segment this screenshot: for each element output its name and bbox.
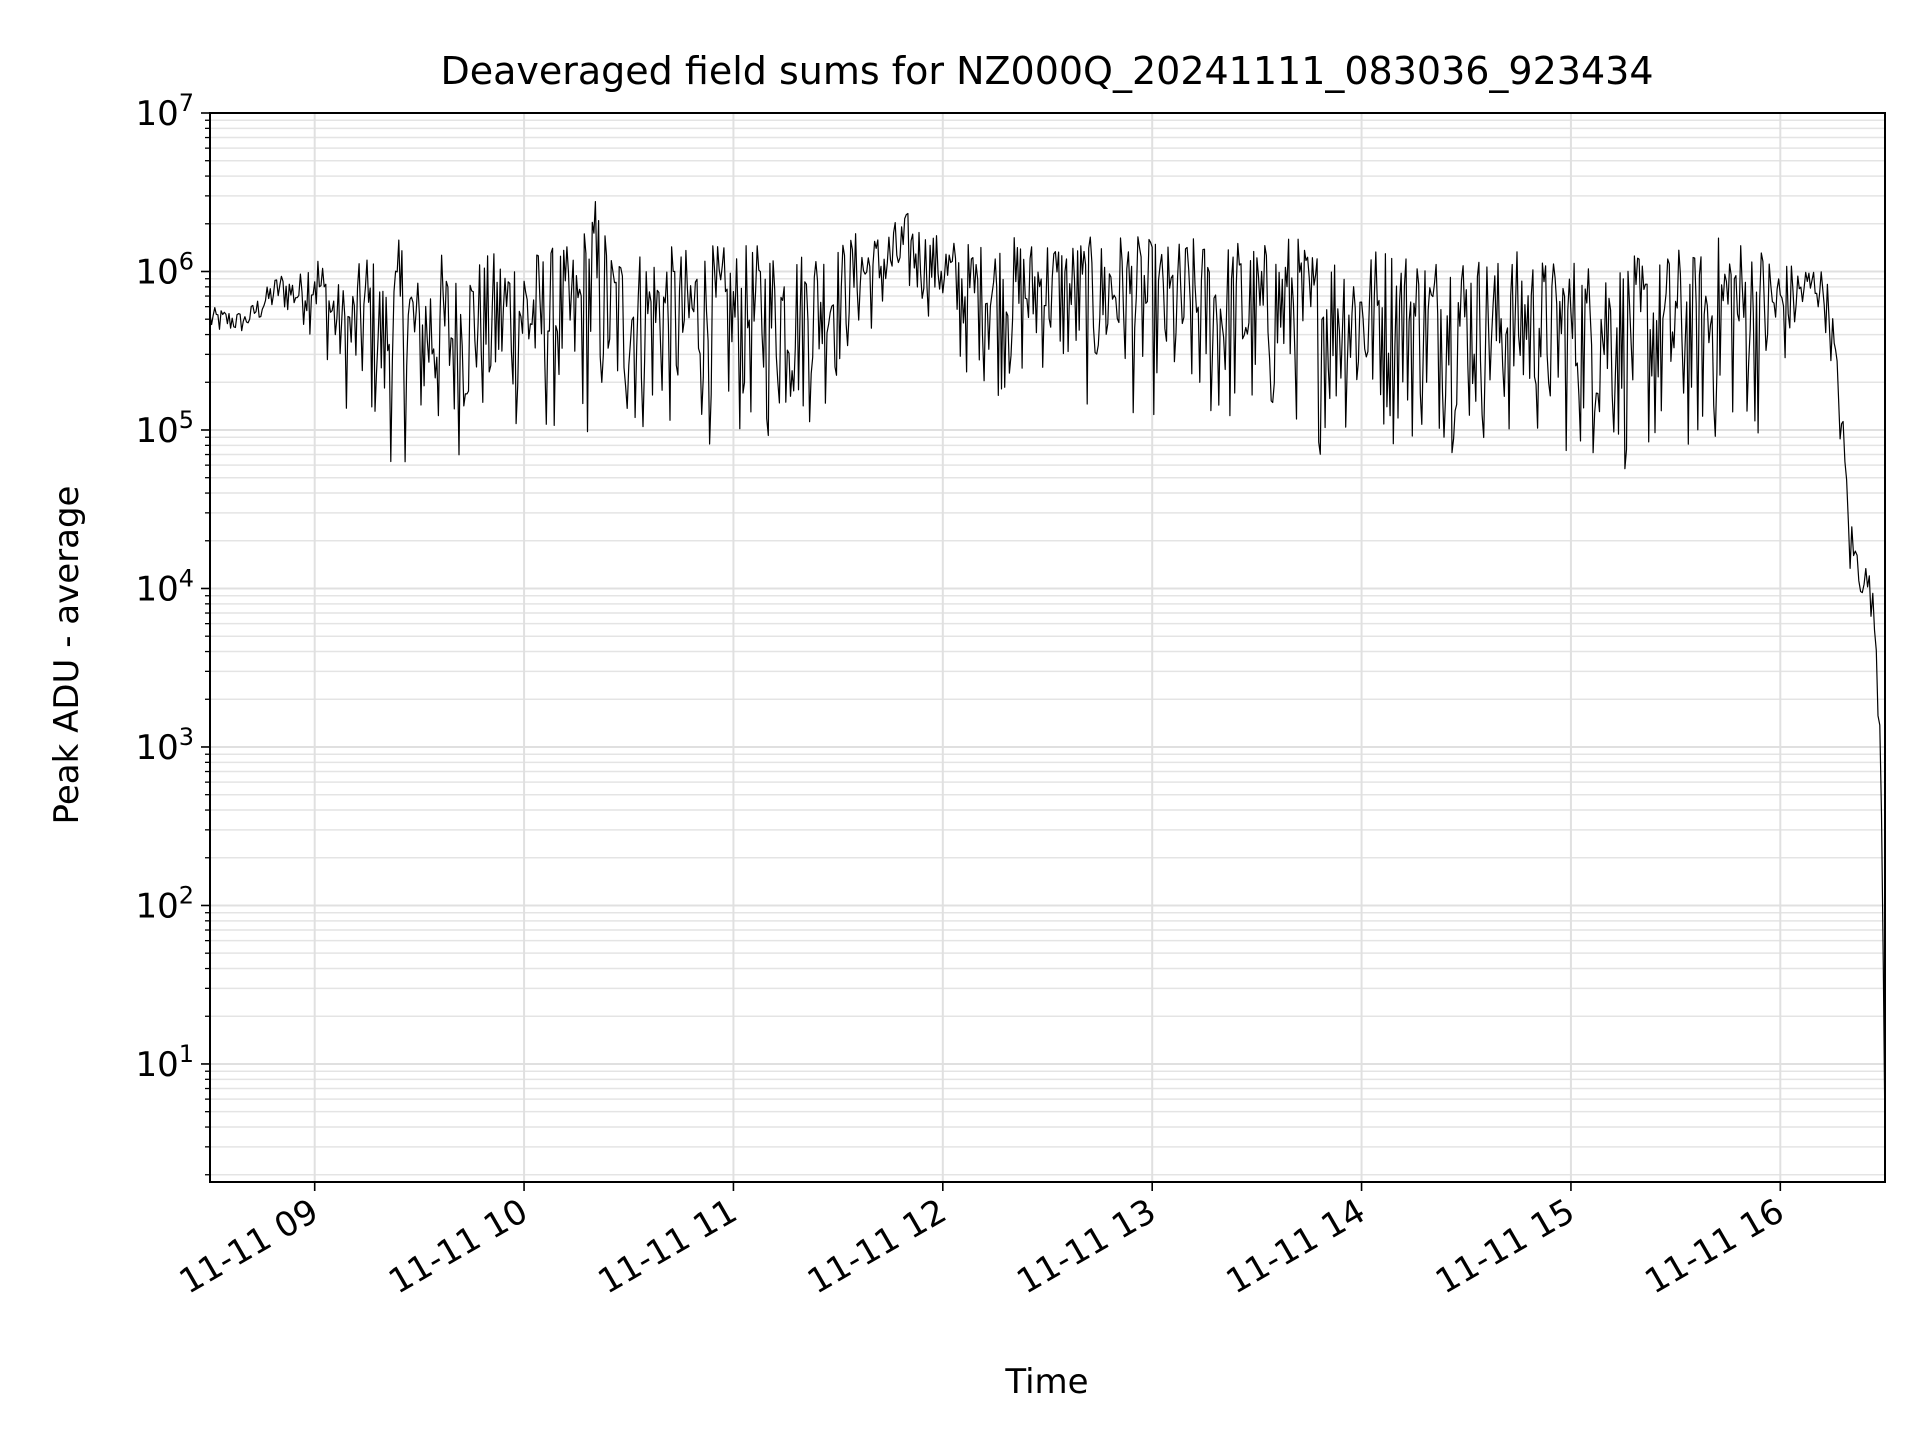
series-layer bbox=[209, 201, 1886, 1137]
plot-frame bbox=[209, 112, 1886, 1183]
y-tick-label-base: 10 bbox=[135, 569, 178, 609]
y-tick-label-base: 10 bbox=[135, 886, 178, 926]
y-tick-label-base: 10 bbox=[135, 728, 178, 768]
y-tick-label-exponent: 4 bbox=[179, 564, 194, 592]
y-axis-label: Peak ADU - average bbox=[47, 486, 87, 825]
y-tick-label-exponent: 7 bbox=[179, 89, 194, 117]
y-tick-label-exponent: 5 bbox=[179, 406, 194, 434]
y-tick-label: 106 bbox=[135, 247, 194, 292]
y-tick-label: 105 bbox=[135, 406, 194, 451]
chart-title: Deaveraged field sums for NZ000Q_2024111… bbox=[440, 49, 1653, 93]
y-tick-label: 102 bbox=[135, 881, 194, 926]
y-tick-label-exponent: 3 bbox=[179, 723, 194, 751]
y-tick-label-base: 10 bbox=[135, 411, 178, 451]
grid bbox=[210, 112, 1885, 1182]
y-tick-label: 101 bbox=[135, 1040, 194, 1085]
y-tick-label-base: 10 bbox=[135, 1045, 178, 1085]
y-tick-label: 104 bbox=[135, 564, 194, 609]
series-line bbox=[209, 201, 1886, 1137]
y-tick-label-exponent: 1 bbox=[179, 1040, 194, 1068]
y-tick-label-base: 10 bbox=[135, 252, 178, 292]
y-tick-label-exponent: 2 bbox=[179, 881, 194, 909]
y-tick-label-base: 10 bbox=[135, 94, 178, 134]
y-tick-label: 103 bbox=[135, 723, 194, 768]
y-tick-label-exponent: 6 bbox=[179, 247, 194, 275]
y-tick-label: 107 bbox=[135, 89, 194, 134]
axes bbox=[201, 112, 1886, 1191]
x-axis-label: Time bbox=[1004, 1362, 1088, 1402]
